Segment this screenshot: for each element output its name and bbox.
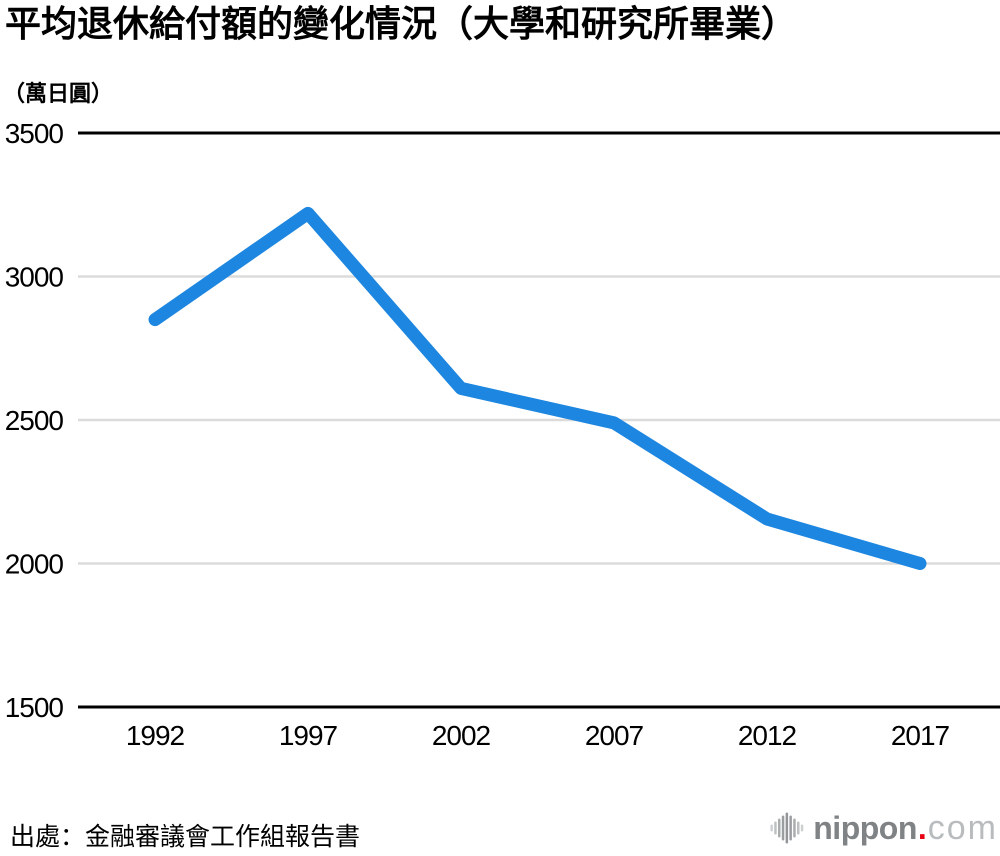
y-axis-unit-label: （萬日圓） — [3, 81, 114, 106]
y-tick-label: 3000 — [5, 262, 64, 293]
soundwave-icon — [770, 812, 804, 844]
data-line — [148, 206, 927, 570]
nippon-logo: nippon. com — [770, 808, 998, 848]
y-tick-label: 1500 — [5, 692, 64, 723]
x-tick-label: 1992 — [126, 720, 185, 751]
x-tick-label: 2002 — [432, 720, 491, 751]
chart-title: 平均退休給付額的變化情況（大學和研究所畢業） — [5, 3, 798, 44]
x-tick-label: 2007 — [585, 720, 644, 751]
y-tick-label: 2000 — [5, 549, 64, 580]
x-tick-label: 2017 — [891, 720, 950, 751]
logo-text-nippon: nippon — [813, 810, 917, 846]
line-chart: 3500 3000 2500 2000 1500 1992 1997 2002 2007 2012… — [5, 118, 1000, 751]
y-tick-label: 3500 — [5, 118, 64, 149]
x-tick-label: 1997 — [279, 720, 338, 751]
y-tick-label: 2500 — [5, 405, 64, 436]
source-note: 出處：金融審議會工作組報告書 — [10, 823, 361, 851]
logo-text-com: com — [927, 809, 998, 847]
logo-dot: . — [917, 810, 927, 846]
x-tick-label: 2012 — [738, 720, 797, 751]
